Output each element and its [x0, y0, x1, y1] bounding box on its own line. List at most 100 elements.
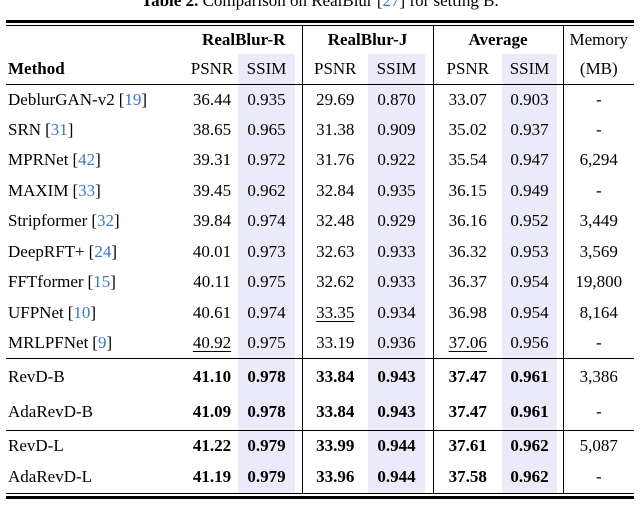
memory-cell: 5,087 — [562, 430, 635, 462]
method-name: RevD-L — [8, 436, 64, 456]
header-empty-cell — [6, 26, 186, 54]
ssim-average-cell: 0.903 — [502, 84, 558, 115]
ssim-average-cell: 0.952 — [502, 206, 558, 237]
header-ssim-realblur-r: SSIM — [238, 54, 295, 84]
column-spacer — [295, 206, 303, 237]
column-spacer — [295, 358, 303, 395]
method-name: DeblurGAN-v2 — [8, 89, 115, 109]
table-row: MAXIM [33] 39.45 0.962 32.84 0.935 36.15 … — [6, 175, 635, 206]
header-method: Method — [8, 58, 65, 78]
psnr-realblur-r-cell: 36.44 — [192, 89, 232, 109]
header-memory: Memory — [562, 26, 635, 54]
column-spacer — [295, 328, 303, 359]
ssim-realblur-j-cell: 0.933 — [368, 236, 426, 267]
table-row: DeepRFT+ [24] 40.01 0.973 32.63 0.933 36.… — [6, 236, 635, 267]
citation-link[interactable]: [19] — [119, 90, 147, 109]
table-header: RealBlur-R RealBlur-J Average Memory Met… — [6, 26, 635, 84]
ssim-realblur-j-cell: 0.933 — [368, 267, 426, 298]
method-name: Stripformer — [8, 211, 88, 231]
column-spacer — [295, 267, 303, 298]
section-prior-methods: DeblurGAN-v2 [19] 36.44 0.935 29.69 0.870… — [6, 84, 635, 359]
caption-text: Table 2. Comparison on RealBlur [27] for… — [0, 0, 640, 11]
section-revd-l: RevD-L 41.22 0.979 33.99 0.944 37.61 0.9… — [6, 430, 635, 493]
psnr-realblur-r-cell: 40.11 — [193, 272, 231, 292]
column-spacer — [295, 461, 303, 493]
citation-link[interactable]: [24] — [89, 242, 117, 261]
column-spacer — [557, 297, 564, 328]
citation-link[interactable]: [15] — [88, 272, 116, 291]
psnr-realblur-j-cell: 29.69 — [301, 84, 369, 115]
memory-cell: - — [562, 461, 635, 493]
column-spacer — [557, 328, 564, 359]
bracket-close: ] — [141, 89, 148, 109]
ssim-average-cell: 0.954 — [502, 267, 558, 298]
comparison-table: RealBlur-R RealBlur-J Average Memory Met… — [6, 26, 635, 493]
memory-cell: - — [562, 114, 635, 145]
method-cell: RevD-L — [6, 431, 186, 462]
table-row: MRLPFNet [9] 40.92 0.975 33.19 0.936 37.0… — [6, 328, 635, 359]
citation-link[interactable]: [33] — [72, 181, 100, 200]
header-psnr-realblur-r: PSNR — [190, 58, 234, 78]
column-spacer — [557, 358, 564, 395]
citation-number: 9 — [97, 333, 107, 352]
citation-link[interactable]: [31] — [45, 120, 73, 139]
psnr-average-cell: 36.16 — [432, 206, 503, 237]
citation-link[interactable]: [10] — [68, 303, 96, 322]
column-spacer — [425, 267, 434, 298]
bottom-rule-thin — [6, 492, 634, 494]
header-ssim-realblur-j: SSIM — [368, 54, 426, 84]
top-rule-thick — [6, 20, 634, 23]
citation-link[interactable]: [32] — [91, 211, 119, 230]
ssim-realblur-j-cell: 0.936 — [368, 328, 426, 359]
caption-citation-link[interactable]: 27 — [382, 0, 400, 10]
column-spacer — [557, 461, 564, 493]
column-spacer — [425, 461, 434, 493]
header-group-row: RealBlur-R RealBlur-J Average Memory — [6, 26, 635, 54]
bracket-close: ] — [106, 333, 113, 352]
ssim-average-cell: 0.937 — [502, 114, 558, 145]
psnr-realblur-r-cell: 39.84 — [192, 211, 232, 231]
psnr-realblur-r-cell: 39.45 — [192, 180, 232, 200]
column-spacer — [425, 430, 434, 462]
section-revd-b: RevD-B 41.10 0.978 33.84 0.943 37.47 0.9… — [6, 358, 635, 431]
method-cell: SRN [31] — [6, 115, 186, 146]
citation-link[interactable]: [42] — [72, 150, 100, 169]
header-sub-row: Method PSNR SSIM PSNR SSIM PSNR SSIM (MB… — [6, 54, 635, 84]
psnr-realblur-r-cell: 40.61 — [192, 302, 232, 322]
memory-cell: 3,386 — [562, 358, 635, 395]
bracket-open: [ — [72, 150, 79, 170]
table-row: RevD-B 41.10 0.978 33.84 0.943 37.47 0.9… — [6, 358, 635, 395]
ssim-realblur-r-cell: 0.978 — [238, 394, 295, 431]
method-name: AdaRevD-L — [8, 467, 93, 486]
table-row: DeblurGAN-v2 [19] 36.44 0.935 29.69 0.870… — [6, 84, 635, 115]
ssim-realblur-j-cell: 0.943 — [368, 358, 426, 395]
bracket-close: ] — [111, 241, 117, 261]
table-row: UFPNet [10] 40.61 0.974 33.35 0.934 36.98… — [6, 297, 635, 328]
ssim-realblur-r-cell: 0.962 — [238, 175, 295, 206]
psnr-realblur-j-cell: 31.38 — [301, 114, 369, 145]
bracket-open: [ — [67, 302, 74, 322]
psnr-average-cell: 33.07 — [432, 84, 503, 115]
ssim-realblur-r-cell: 0.979 — [238, 461, 295, 493]
method-name: DeepRFT+ — [8, 241, 85, 261]
psnr-average-cell: 36.98 — [432, 297, 503, 328]
psnr-realblur-j-cell: 33.35 — [301, 297, 369, 328]
memory-cell: 3,449 — [562, 206, 635, 237]
column-spacer — [295, 114, 303, 145]
table-row: FFTformer [15] 40.11 0.975 32.62 0.933 36… — [6, 267, 635, 298]
psnr-realblur-j-cell: 32.48 — [301, 206, 369, 237]
citation-number: 10 — [73, 302, 91, 322]
ssim-realblur-r-cell: 0.975 — [238, 267, 295, 298]
citation-link[interactable]: [9] — [92, 333, 112, 352]
method-name: RevD-B — [8, 366, 65, 386]
bracket-open: [ — [118, 89, 125, 109]
table-row: AdaRevD-B 41.09 0.978 33.84 0.943 37.47 … — [6, 394, 635, 431]
column-spacer — [425, 297, 434, 328]
header-realblur-j: RealBlur-J — [301, 26, 434, 54]
memory-cell: - — [562, 175, 635, 206]
table-row: AdaRevD-L 41.19 0.979 33.96 0.944 37.58 … — [6, 461, 635, 493]
psnr-realblur-r-cell: 41.22 — [192, 436, 232, 456]
bracket-open: [ — [87, 272, 94, 292]
psnr-average-cell: 37.47 — [432, 394, 503, 431]
ssim-realblur-j-cell: 0.922 — [368, 145, 426, 176]
